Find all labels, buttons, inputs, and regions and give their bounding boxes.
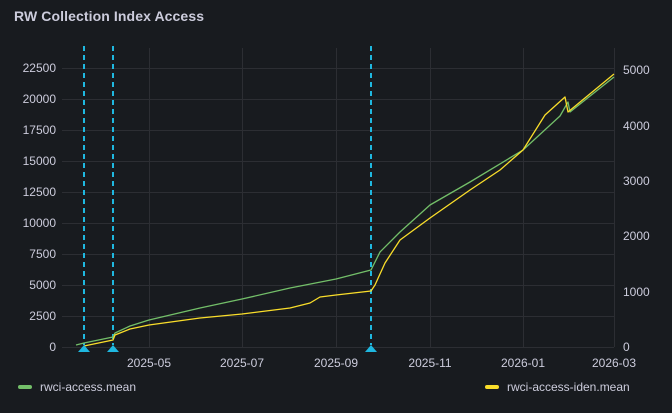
right-tick: 1000 bbox=[623, 285, 650, 299]
left-y-axis: 0 2500 5000 7500 10000 12500 15000 17500… bbox=[23, 61, 57, 354]
series-line-rwci-access[interactable] bbox=[75, 76, 615, 346]
left-tick: 0 bbox=[49, 340, 56, 354]
left-tick: 22500 bbox=[23, 61, 57, 75]
legend-swatch-icon bbox=[485, 385, 499, 389]
series-lines bbox=[75, 73, 615, 347]
x-tick: 2025-05 bbox=[127, 356, 171, 370]
panel-title[interactable]: RW Collection Index Access bbox=[14, 8, 205, 24]
x-tick: 2025-07 bbox=[220, 356, 264, 370]
legend-label: rwci-access.mean bbox=[40, 380, 137, 394]
left-tick: 15000 bbox=[23, 154, 57, 168]
right-y-axis: 0 1000 2000 3000 4000 5000 bbox=[623, 63, 650, 354]
annotation-markers bbox=[78, 345, 377, 352]
left-tick: 17500 bbox=[23, 123, 57, 137]
x-tick: 2025-09 bbox=[314, 356, 358, 370]
right-tick: 3000 bbox=[623, 174, 650, 188]
grid bbox=[62, 48, 615, 348]
annotation-marker-icon[interactable] bbox=[365, 345, 377, 352]
right-tick: 4000 bbox=[623, 119, 650, 133]
legend-swatch-icon bbox=[18, 385, 32, 389]
series-line-rwci-access-iden[interactable] bbox=[83, 73, 615, 347]
left-tick: 5000 bbox=[29, 278, 56, 292]
left-tick: 20000 bbox=[23, 92, 57, 106]
left-tick: 10000 bbox=[23, 216, 57, 230]
x-tick: 2026-03 bbox=[592, 356, 636, 370]
right-tick: 5000 bbox=[623, 63, 650, 77]
annotation-marker-icon[interactable] bbox=[107, 345, 119, 352]
right-tick: 2000 bbox=[623, 229, 650, 243]
annotation-marker-icon[interactable] bbox=[78, 345, 90, 352]
right-tick: 0 bbox=[623, 340, 630, 354]
legend-item-rwci-access[interactable]: rwci-access.mean bbox=[18, 380, 136, 394]
annotations bbox=[83, 46, 372, 345]
left-tick: 2500 bbox=[29, 309, 56, 323]
legend-item-rwci-access-iden[interactable]: rwci-access-iden.mean bbox=[485, 380, 630, 394]
x-axis: 2025-05 2025-07 2025-09 2025-11 2026-01 … bbox=[127, 356, 636, 370]
legend-label: rwci-access-iden.mean bbox=[507, 380, 630, 394]
left-tick: 7500 bbox=[29, 247, 56, 261]
left-tick: 12500 bbox=[23, 185, 57, 199]
x-tick: 2025-11 bbox=[408, 356, 451, 370]
x-tick: 2026-01 bbox=[501, 356, 545, 370]
